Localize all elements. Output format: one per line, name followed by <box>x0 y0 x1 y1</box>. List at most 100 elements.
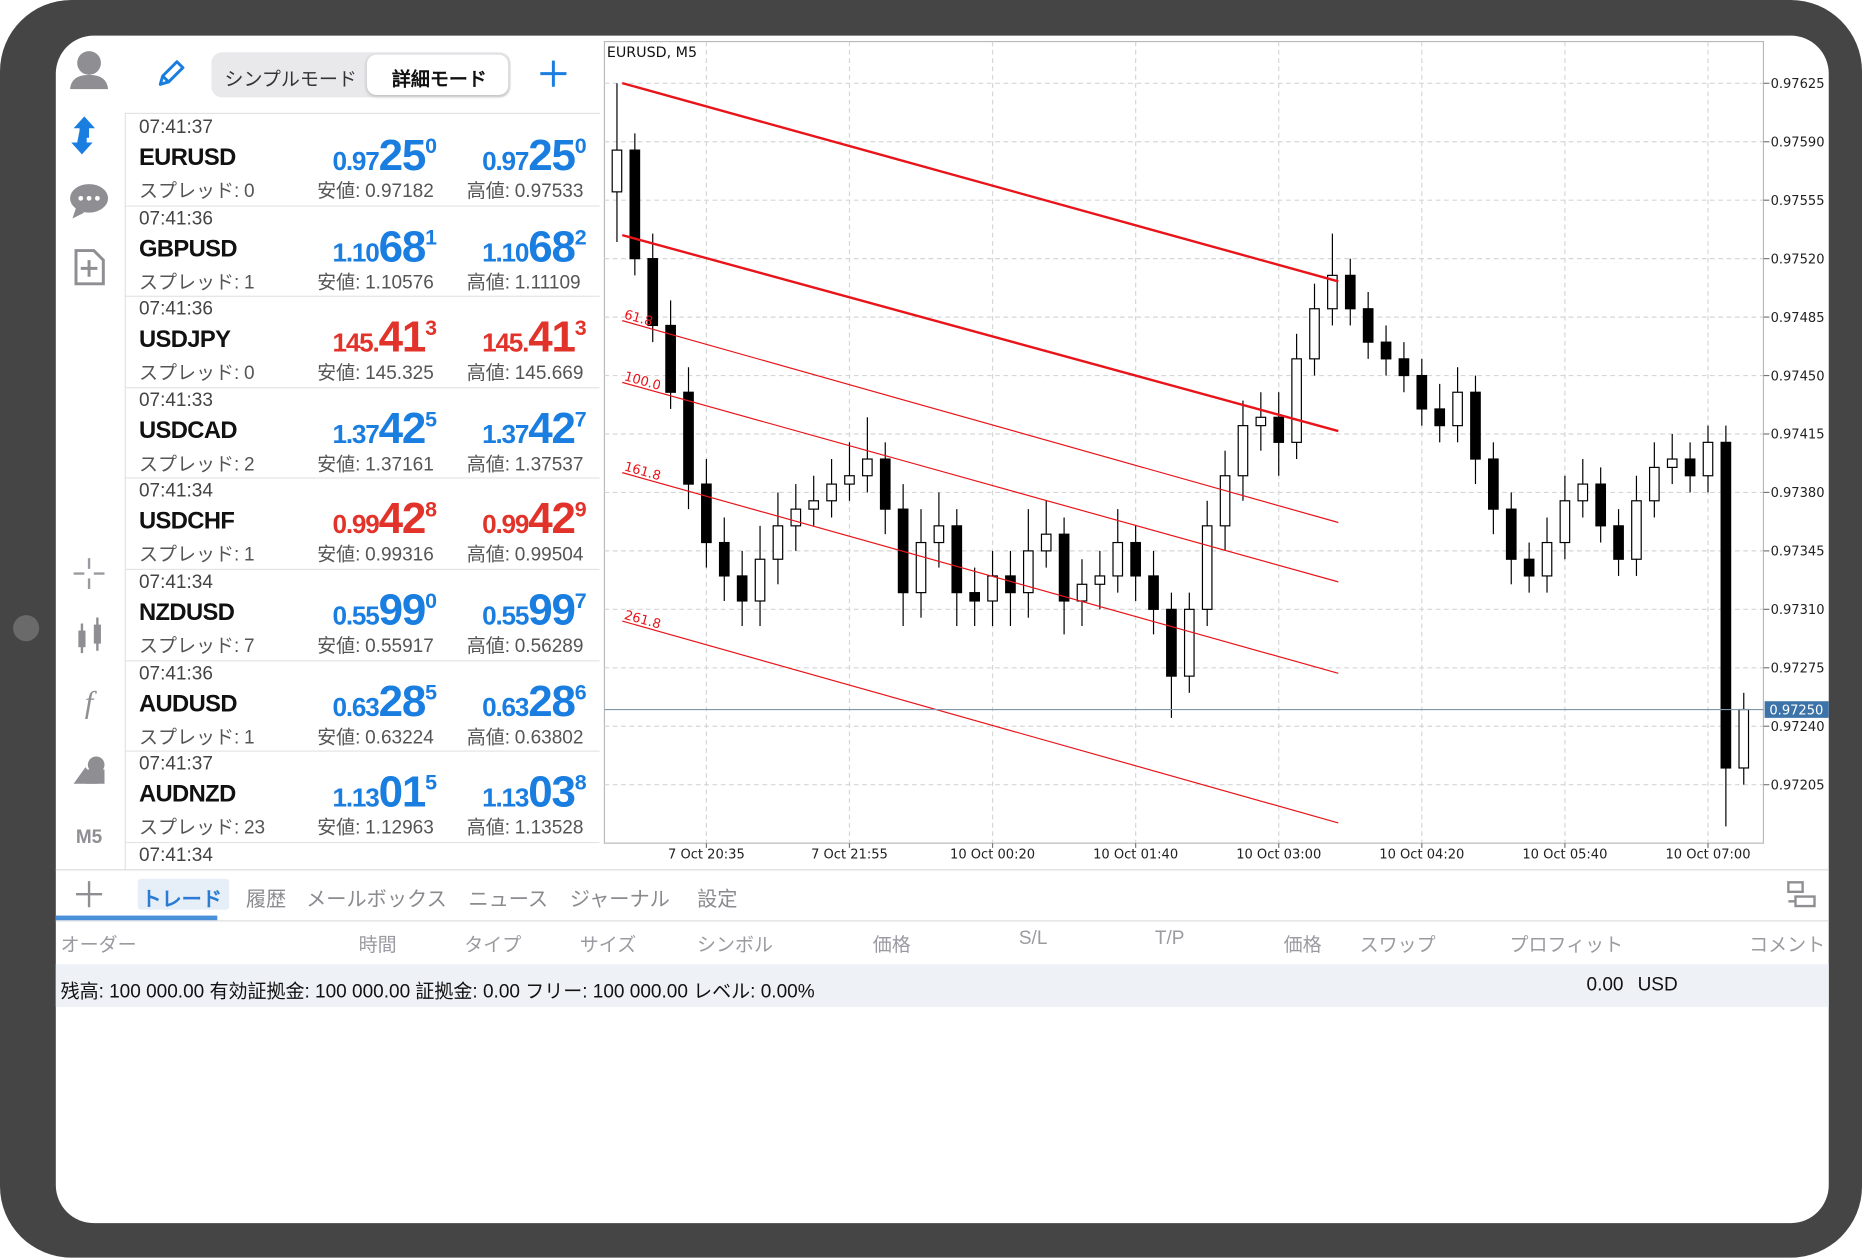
price-big: 01 <box>378 767 427 817</box>
column-header[interactable]: シンボル <box>697 935 774 956</box>
price-small: 145. <box>332 327 380 358</box>
chat-icon[interactable] <box>70 184 109 219</box>
spread-label: スプレッド: <box>138 454 240 475</box>
mode-simple[interactable]: シンプルモード <box>224 70 357 91</box>
edit-button[interactable] <box>154 57 187 90</box>
high-value: 0.63802 <box>514 727 584 748</box>
low-price: 安値: 0.99316 <box>317 538 434 567</box>
timeframe-button[interactable]: M5 <box>76 827 103 848</box>
high-value: 0.56289 <box>514 636 584 657</box>
quote-row[interactable]: 07:41:37 AUDNZD スプレッド: 23 1.13015 1.13038 安値: 1… <box>124 752 600 843</box>
column-header[interactable]: サイズ <box>579 935 637 956</box>
tab[interactable]: メールボックス <box>306 888 447 911</box>
price-point: 6 <box>574 679 587 704</box>
low-label: 安値: <box>317 272 361 293</box>
tab[interactable]: ニュース <box>468 888 549 911</box>
indicator-icon[interactable]: f <box>85 685 98 720</box>
candle-body <box>987 575 998 602</box>
candle-body <box>1541 541 1553 577</box>
candle-body <box>808 500 820 510</box>
column-header[interactable]: 時間 <box>358 935 397 956</box>
account-icon[interactable] <box>70 51 109 90</box>
sidebar-icons: f M5 <box>70 51 109 848</box>
tab[interactable]: トレード <box>141 888 223 911</box>
candle-body <box>1327 274 1338 310</box>
column-header[interactable]: 価格 <box>1283 935 1322 956</box>
candle-body <box>1523 558 1535 577</box>
tab[interactable]: ジャーナル <box>569 888 670 911</box>
fibonacci-channel[interactable] <box>621 81 1339 824</box>
quote-row[interactable]: 07:41:36 AUDUSD スプレッド: 1 0.63285 0.63286 安値: 0.… <box>124 661 600 752</box>
column-header[interactable]: T/P <box>1154 928 1185 949</box>
layout-button[interactable] <box>1785 879 1818 910</box>
price-small: 0.55 <box>332 600 380 631</box>
candle-body <box>736 575 748 602</box>
tab[interactable]: 設定 <box>697 888 738 911</box>
column-header[interactable]: オーダー <box>60 935 137 956</box>
quotes-list: 07:41:37 EURUSD スプレッド: 0 0.97250 0.97250 安値: 0.… <box>124 114 600 867</box>
tab[interactable]: 履歴 <box>245 888 287 911</box>
chart: 61.8 100.0 161.8 261.8 EURUSD, M5 0.9762… <box>603 40 1829 863</box>
high-price: 高値: 1.13528 <box>467 811 584 840</box>
axes: 0.97625 0.97590 0.97555 0.97520 0.97485 0.974… <box>604 77 1829 863</box>
ask-price: 0.97250 <box>482 122 587 189</box>
spread: スプレッド: 2 <box>139 447 255 476</box>
spread-value: 1 <box>243 727 255 748</box>
add-panel-button[interactable] <box>74 879 105 910</box>
y-tick-label: 0.97240 <box>1771 720 1825 735</box>
crosshair-icon[interactable] <box>73 558 105 589</box>
column-header[interactable]: タイプ <box>464 935 522 956</box>
quote-row[interactable]: 07:41:36 GBPUSD スプレッド: 1 1.10681 1.10682 安値: 1.… <box>124 206 600 298</box>
column-header[interactable]: 価格 <box>872 935 911 956</box>
high-value: 1.37537 <box>514 454 584 475</box>
price-big: 41 <box>528 312 576 362</box>
candle-body <box>1076 583 1088 602</box>
quote-row[interactable]: 07:41:36 USDJPY スプレッド: 0 145.413 145.413 安値: 14… <box>124 297 600 389</box>
candle-body <box>1201 525 1213 610</box>
spread: スプレッド: 1 <box>139 266 255 295</box>
column-header[interactable]: プロフィット <box>1509 935 1624 956</box>
low-label: 安値: <box>317 363 361 384</box>
price-big: 68 <box>378 221 427 271</box>
quote-row[interactable]: 07:41:34 USDCHF スプレッド: 1 0.99428 0.99429 安値: 0.… <box>124 479 600 570</box>
quotes-icon[interactable] <box>70 116 95 155</box>
symbol: GBPUSD <box>138 235 238 262</box>
column-header[interactable]: スワップ <box>1359 935 1436 956</box>
spread-value: 1 <box>243 545 255 566</box>
quote-row[interactable]: 07:41:33 USDCAD スプレッド: 2 1.37425 1.37427 安値: 1.… <box>124 388 600 480</box>
x-tick-label: 7 Oct 21:55 <box>811 848 888 863</box>
quote-time: 07:41:34 <box>138 845 213 866</box>
price-point: 1 <box>425 225 437 249</box>
candle-body <box>1613 525 1624 560</box>
price-point: 9 <box>574 498 587 522</box>
ask-price: 145.413 <box>482 304 587 371</box>
candle-body <box>1505 508 1517 560</box>
column-header[interactable]: S/L <box>1018 928 1048 949</box>
add-symbol-button[interactable] <box>537 57 570 90</box>
objects-icon[interactable] <box>73 756 105 784</box>
low-label: 安値: <box>317 636 361 657</box>
candle-body <box>1416 374 1428 410</box>
price-big: 99 <box>378 585 427 635</box>
high-price: 高値: 0.97533 <box>467 175 584 204</box>
bid-price: 0.55990 <box>332 577 438 644</box>
price-small: 0.97 <box>332 146 380 176</box>
candle-body <box>1595 483 1607 527</box>
quote-row[interactable]: 07:41:34 NZDUSD スプレッド: 7 0.55990 0.55997 安値: 0.… <box>124 570 600 661</box>
y-tick-label: 0.97380 <box>1771 486 1825 501</box>
low-label: 安値: <box>317 545 361 566</box>
ask-price: 1.10682 <box>482 213 587 280</box>
low-label: 安値: <box>317 181 361 202</box>
price-small: 1.10 <box>332 237 380 267</box>
candle-body <box>790 508 802 527</box>
new-order-icon[interactable] <box>74 249 105 286</box>
candle-body <box>1022 550 1034 594</box>
bid-price: 1.10681 <box>332 213 438 280</box>
quote-row[interactable]: 07:41:37 EURUSD スプレッド: 0 0.97250 0.97250 安値: 0.… <box>124 115 600 207</box>
mode-detail[interactable]: 詳細モード <box>391 70 487 91</box>
column-header[interactable]: コメント <box>1749 935 1826 956</box>
chart-type-icon[interactable] <box>78 617 101 654</box>
quote-time: 07:41:33 <box>138 390 213 411</box>
low-value: 1.37161 <box>365 454 434 475</box>
